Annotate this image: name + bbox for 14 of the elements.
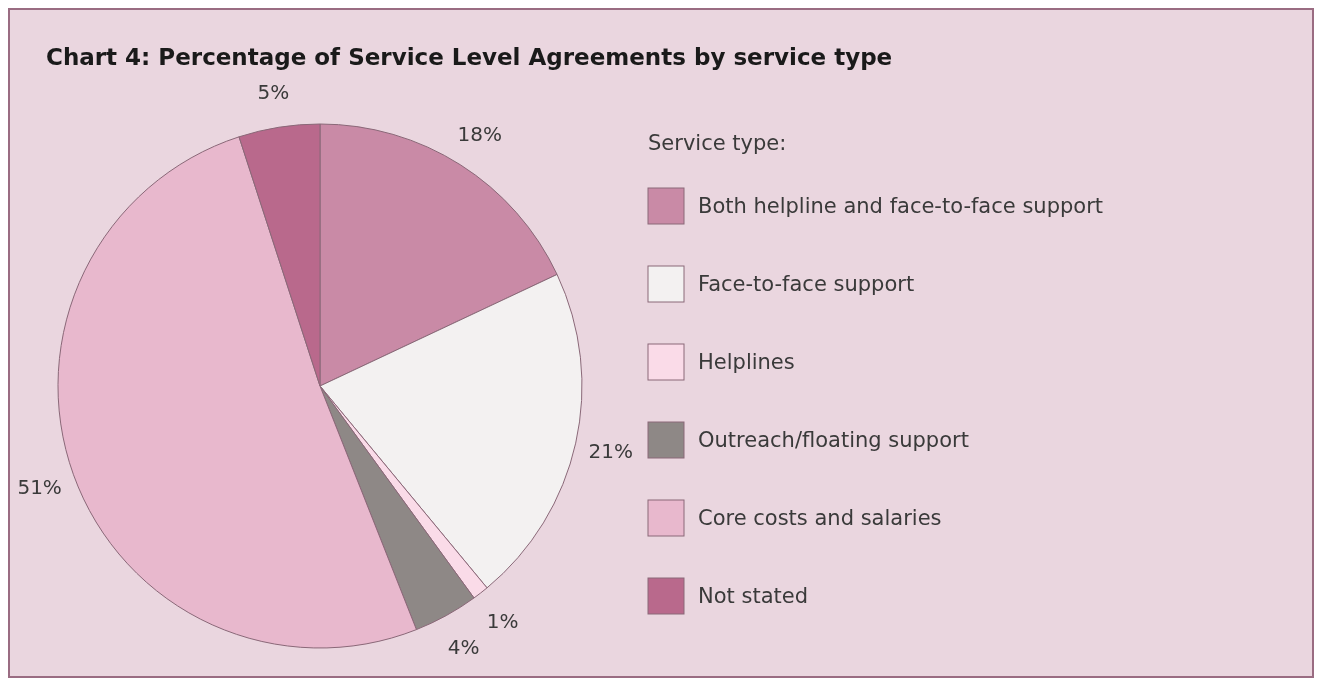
data-label: 1% [486,609,519,634]
legend-label: Not stated [698,584,808,609]
data-label: 5% [257,79,290,104]
legend-label: Outreach/floating support [698,428,969,453]
data-label: 18% [457,122,502,147]
chart-title: Chart 4: Percentage of Service Level Agreements by service type [46,44,893,70]
legend-label: Both helpline and face-to-face support [698,194,1104,219]
data-label: 4% [447,635,480,660]
legend-label: Helplines [698,350,795,375]
data-label: 21% [588,439,634,464]
legend-title: Service type: [648,131,787,155]
legend-label: Core costs and salaries [698,506,942,531]
legend-label: Face-to-face support [698,272,915,297]
data-label: 51% [17,474,62,499]
